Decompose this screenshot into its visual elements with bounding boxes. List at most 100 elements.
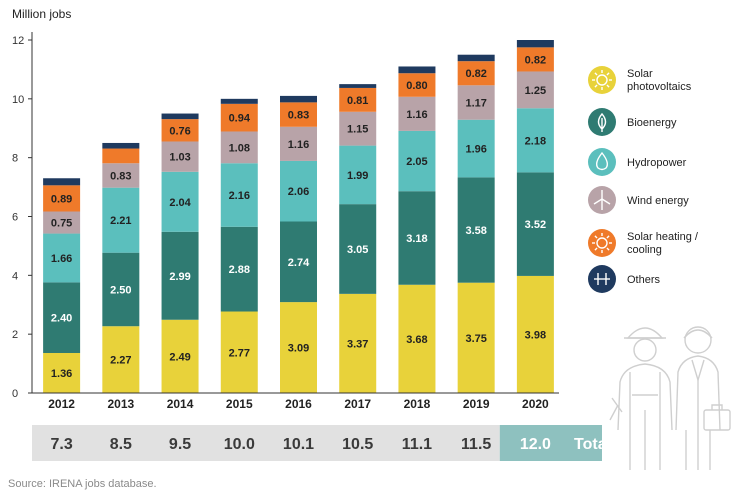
plus-icon — [588, 265, 616, 293]
bar-segment-sun-heat — [516, 47, 554, 72]
bar-segment-sun — [161, 319, 199, 393]
source-note: Source: IRENA jobs database. — [8, 478, 157, 490]
bar-segment-leaf — [102, 252, 140, 327]
data-label: 3.98 — [525, 329, 546, 341]
data-label: 2.05 — [406, 156, 427, 168]
y-axis-label: Million jobs — [12, 7, 71, 21]
data-label: 3.05 — [347, 244, 368, 256]
data-label: 2.88 — [229, 264, 250, 276]
bar-segment-wind-turbine — [280, 126, 317, 161]
bar-segment-sun — [43, 352, 81, 393]
bar-segment-wind-turbine — [220, 131, 258, 164]
bar-segment-leaf — [220, 226, 258, 312]
bar-segment-plus — [516, 40, 554, 48]
data-label: 1.99 — [347, 170, 368, 182]
data-label: 3.75 — [465, 333, 486, 345]
bar-segment-sun — [280, 302, 317, 393]
wind-turbine-icon — [588, 186, 616, 214]
x-tick-label: 2018 — [404, 397, 431, 411]
legend-item: Hydropower — [588, 148, 687, 176]
y-tick-label: 10 — [12, 94, 24, 106]
y-tick-label: 4 — [12, 270, 18, 282]
total-value: 7.3 — [50, 436, 72, 453]
bar-segment-leaf — [43, 282, 81, 353]
bar-segment-sun-heat — [339, 87, 377, 112]
data-label: 2.77 — [229, 347, 250, 359]
bar-segment-sun — [457, 282, 495, 393]
bar-segment-plus — [220, 98, 258, 104]
data-label: 1.16 — [288, 139, 309, 151]
bar-segment-plus — [43, 178, 81, 186]
bar-segment-wind-turbine — [102, 163, 140, 188]
data-label: 1.15 — [347, 124, 368, 136]
x-tick-label: 2017 — [344, 397, 371, 411]
total-value: 10.5 — [342, 436, 373, 453]
legend-label: Wind energy — [627, 195, 689, 207]
data-label: 0.94 — [229, 113, 251, 125]
workers-illustration-icon — [609, 326, 731, 470]
data-label: 1.66 — [51, 253, 72, 265]
y-tick-label: 8 — [12, 153, 18, 165]
y-tick-label: 6 — [12, 212, 18, 224]
data-label: 3.58 — [465, 225, 486, 237]
data-label: 0.76 — [169, 125, 190, 137]
bar-segment-water-drop — [339, 145, 377, 205]
bar-segment-leaf — [457, 177, 495, 283]
total-value: 11.5 — [461, 436, 491, 453]
bar-segment-plus — [339, 84, 377, 88]
legend-item: Solar photovoltaics — [588, 66, 692, 94]
bar-segment-leaf — [339, 204, 377, 294]
total-value: 8.5 — [110, 436, 132, 453]
bar-segment-water-drop — [220, 163, 258, 227]
totals-label: Total — [574, 436, 611, 453]
bar-segment-plus — [398, 66, 436, 74]
data-label: 3.37 — [347, 338, 368, 350]
data-label: 1.08 — [229, 142, 250, 154]
bar-segment-leaf — [161, 231, 199, 320]
x-tick-label: 2019 — [463, 397, 490, 411]
y-tick-label: 12 — [12, 35, 24, 47]
data-label: 3.18 — [406, 233, 427, 245]
data-label: 2.16 — [229, 190, 250, 202]
data-label: 2.50 — [110, 284, 131, 296]
sun-heat-icon — [588, 229, 616, 257]
x-tick-label: 2012 — [48, 397, 75, 411]
data-label: 2.21 — [110, 215, 131, 227]
data-label: 0.82 — [525, 54, 546, 66]
bar-segment-water-drop — [43, 233, 81, 283]
data-label: 3.68 — [406, 334, 427, 346]
total-value: 12.0 — [520, 436, 551, 453]
bars — [43, 40, 554, 393]
water-drop-icon — [588, 148, 616, 176]
bar-segment-sun-heat — [220, 103, 258, 132]
x-tick-label: 2013 — [107, 397, 134, 411]
data-labels: 1.36 2.40 1.66 0.75 0.89 2.27 2.50 2.21 0.83 2.49… — [51, 54, 546, 380]
bar-segment-water-drop — [102, 187, 140, 253]
bar-segment-sun-heat — [457, 61, 495, 86]
total-value: 10.1 — [283, 436, 314, 453]
bar-segment-water-drop — [398, 130, 436, 192]
y-tick-label: 0 — [12, 388, 18, 400]
data-label: 1.36 — [51, 368, 72, 380]
total-value: 10.0 — [224, 436, 255, 453]
legend-label: Others — [627, 274, 661, 286]
x-tick-label: 2014 — [167, 397, 194, 411]
data-label: 2.04 — [169, 197, 191, 209]
bar-segment-sun-heat — [398, 73, 436, 97]
data-label: 3.09 — [288, 343, 309, 355]
total-value: 9.5 — [169, 436, 191, 453]
legend-label: Hydropower — [627, 157, 687, 169]
data-label: 0.75 — [51, 218, 72, 230]
bar-segment-sun — [220, 311, 258, 393]
legend-item: Solar heating / cooling — [588, 229, 699, 257]
leaf-icon — [588, 108, 616, 136]
bar-segment-sun — [516, 275, 554, 393]
bar-segment-wind-turbine — [43, 211, 81, 234]
bar-segment-wind-turbine — [339, 111, 377, 146]
data-label: 2.99 — [169, 271, 190, 283]
bar-segment-sun-heat — [161, 119, 199, 142]
bar-segment-plus — [161, 113, 199, 120]
data-label: 0.89 — [51, 193, 72, 205]
bar-segment-water-drop — [161, 171, 199, 232]
